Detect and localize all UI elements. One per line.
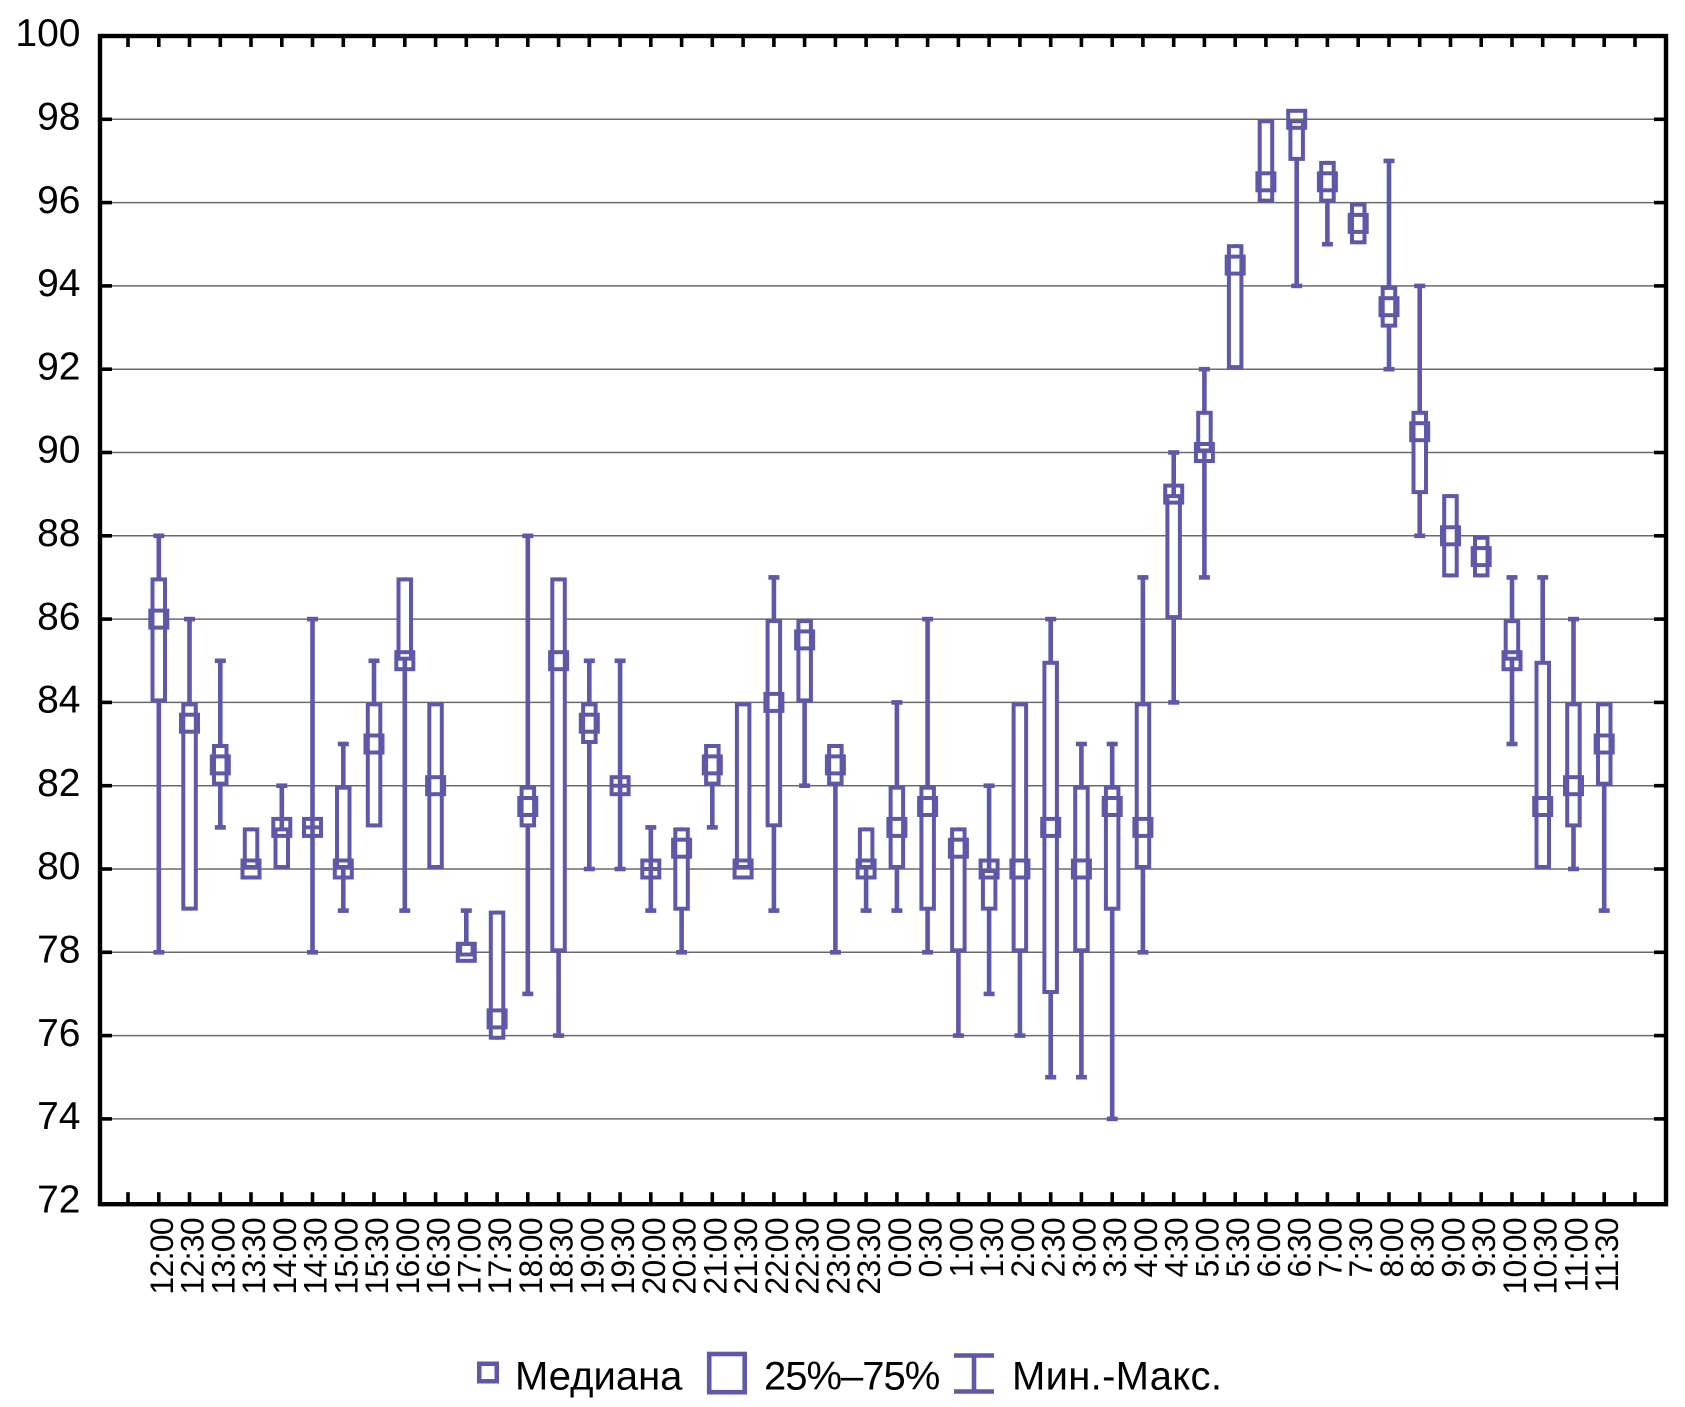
svg-text:21:30: 21:30 xyxy=(728,1218,764,1295)
svg-text:23:00: 23:00 xyxy=(820,1218,856,1295)
svg-text:86: 86 xyxy=(37,595,80,638)
svg-text:76: 76 xyxy=(37,1012,80,1055)
svg-text:20:30: 20:30 xyxy=(667,1218,703,1295)
svg-text:17:00: 17:00 xyxy=(451,1218,487,1295)
svg-text:92: 92 xyxy=(37,345,80,388)
svg-text:15:00: 15:00 xyxy=(328,1218,364,1295)
svg-text:2:30: 2:30 xyxy=(1036,1218,1072,1277)
svg-text:21:00: 21:00 xyxy=(697,1218,733,1295)
svg-text:20:00: 20:00 xyxy=(636,1218,672,1295)
svg-text:5:30: 5:30 xyxy=(1220,1218,1256,1277)
svg-text:4:30: 4:30 xyxy=(1159,1218,1195,1277)
svg-text:2:00: 2:00 xyxy=(1005,1218,1041,1277)
svg-text:18:30: 18:30 xyxy=(544,1218,580,1295)
svg-text:11:30: 11:30 xyxy=(1589,1218,1625,1292)
svg-text:90: 90 xyxy=(37,429,80,472)
svg-text:8:30: 8:30 xyxy=(1405,1218,1441,1277)
svg-text:10:30: 10:30 xyxy=(1528,1218,1564,1295)
svg-text:7:00: 7:00 xyxy=(1312,1218,1348,1277)
svg-text:1:00: 1:00 xyxy=(943,1218,979,1277)
svg-text:22:00: 22:00 xyxy=(759,1218,795,1295)
svg-text:96: 96 xyxy=(37,179,80,222)
svg-text:Медиана: Медиана xyxy=(515,1355,683,1399)
svg-text:4:00: 4:00 xyxy=(1128,1218,1164,1277)
svg-text:9:30: 9:30 xyxy=(1466,1218,1502,1277)
svg-text:14:30: 14:30 xyxy=(298,1218,334,1295)
svg-text:23:30: 23:30 xyxy=(851,1218,887,1295)
svg-text:19:00: 19:00 xyxy=(574,1218,610,1295)
svg-text:0:00: 0:00 xyxy=(882,1218,918,1277)
svg-text:94: 94 xyxy=(37,262,80,305)
svg-text:100: 100 xyxy=(15,12,80,55)
svg-text:25%–75%: 25%–75% xyxy=(764,1355,940,1399)
svg-text:16:00: 16:00 xyxy=(390,1218,426,1295)
svg-text:14:00: 14:00 xyxy=(267,1218,303,1295)
svg-text:98: 98 xyxy=(37,96,80,139)
svg-text:7:30: 7:30 xyxy=(1343,1218,1379,1277)
svg-text:13:30: 13:30 xyxy=(236,1218,272,1295)
svg-text:74: 74 xyxy=(37,1095,80,1138)
svg-text:18:00: 18:00 xyxy=(513,1218,549,1295)
svg-text:19:30: 19:30 xyxy=(605,1218,641,1295)
svg-text:16:30: 16:30 xyxy=(421,1218,457,1295)
svg-text:0:30: 0:30 xyxy=(913,1218,949,1277)
svg-text:88: 88 xyxy=(37,512,80,555)
svg-text:10:00: 10:00 xyxy=(1497,1218,1533,1295)
svg-text:72: 72 xyxy=(37,1178,80,1221)
svg-text:3:30: 3:30 xyxy=(1097,1218,1133,1277)
svg-text:80: 80 xyxy=(37,845,80,888)
svg-text:6:00: 6:00 xyxy=(1251,1218,1287,1277)
svg-text:5:00: 5:00 xyxy=(1189,1218,1225,1277)
svg-text:6:30: 6:30 xyxy=(1282,1218,1318,1277)
svg-text:11:00: 11:00 xyxy=(1559,1218,1595,1292)
svg-text:82: 82 xyxy=(37,762,80,805)
svg-text:3:00: 3:00 xyxy=(1066,1218,1102,1277)
svg-text:12:00: 12:00 xyxy=(144,1218,180,1295)
svg-text:Мин.-Макс.: Мин.-Макс. xyxy=(1012,1355,1222,1399)
svg-text:13:00: 13:00 xyxy=(205,1218,241,1295)
svg-text:12:30: 12:30 xyxy=(175,1218,211,1295)
svg-text:15:30: 15:30 xyxy=(359,1218,395,1295)
svg-text:17:30: 17:30 xyxy=(482,1218,518,1295)
svg-text:1:30: 1:30 xyxy=(974,1218,1010,1277)
svg-text:22:30: 22:30 xyxy=(790,1218,826,1295)
svg-text:84: 84 xyxy=(37,679,80,722)
svg-text:8:00: 8:00 xyxy=(1374,1218,1410,1277)
svg-text:9:00: 9:00 xyxy=(1436,1218,1472,1277)
svg-text:78: 78 xyxy=(37,929,80,972)
